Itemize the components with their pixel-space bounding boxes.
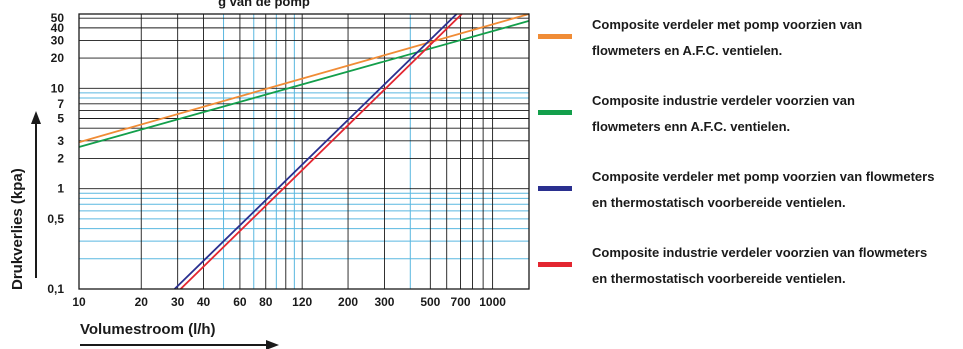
x-axis-title: Volumestroom (l/h) (80, 321, 216, 338)
y-tick-label: 50 (51, 11, 65, 25)
legend-item: Composite industrie verdeler voorzien va… (534, 88, 963, 144)
x-tick-label: 60 (233, 295, 247, 309)
x-tick-labels: 10 20 30 40 60 80 120 200 300 500 700 1000 (72, 295, 506, 309)
x-tick-label: 40 (197, 295, 211, 309)
series-line-3 (173, 13, 458, 290)
legend-swatch (538, 186, 572, 191)
legend-swatch (538, 34, 572, 39)
legend: Composite verdeler met pomp voorzien van… (534, 0, 963, 349)
y-tick-label: 3 (57, 134, 64, 148)
series-line-4 (179, 13, 463, 290)
x-tick-label: 20 (135, 295, 149, 309)
x-tick-label: 30 (171, 295, 185, 309)
y-axis-title: Drukverlies (kpa) (9, 168, 26, 290)
x-tick-label: 120 (292, 295, 312, 309)
legend-item: Composite verdeler met pomp voorzien van… (534, 12, 963, 68)
legend-swatch (538, 262, 572, 267)
legend-item: Composite verdeler met pomp voorzien van… (534, 164, 963, 220)
legend-label: Composite verdeler met pomp voorzien van… (592, 17, 863, 58)
grid (78, 14, 529, 289)
y-tick-label: 7 (57, 97, 64, 111)
y-tick-label: 0,5 (47, 212, 64, 226)
x-tick-label: 300 (374, 295, 394, 309)
legend-item: Composite industrie verdeler voorzien va… (534, 240, 963, 296)
x-tick-label: 500 (420, 295, 440, 309)
legend-label: Composite industrie verdeler voorzien va… (592, 245, 928, 286)
y-tick-label: 2 (57, 151, 64, 165)
y-tick-label: 30 (51, 33, 65, 47)
series-line-2 (78, 20, 530, 148)
y-tick-label: 10 (51, 81, 65, 95)
x-axis-arrow (80, 340, 279, 349)
y-axis-arrow (31, 111, 41, 278)
y-tick-label: 40 (51, 21, 65, 35)
x-tick-label: 1000 (479, 295, 506, 309)
y-tick-label: 5 (57, 112, 64, 126)
x-tick-label: 10 (72, 295, 86, 309)
legend-swatch (538, 110, 572, 115)
y-tick-label: 0,1 (47, 282, 64, 296)
y-tick-label: 1 (57, 182, 64, 196)
x-tick-label: 200 (338, 295, 358, 309)
x-tick-label: 700 (451, 295, 471, 309)
plot-frame (78, 13, 530, 290)
series-line-1 (78, 13, 530, 144)
chart: 10 20 30 40 60 80 120 200 300 500 700 1000 0,10,512… (9, 0, 530, 349)
chart-title: g van de pomp (218, 0, 310, 9)
x-tick-label: 80 (259, 295, 273, 309)
legend-label: Composite industrie verdeler voorzien va… (592, 93, 855, 134)
y-tick-label: 20 (51, 51, 65, 65)
series-lines (78, 13, 530, 290)
legend-label: Composite verdeler met pomp voorzien van… (592, 169, 935, 210)
